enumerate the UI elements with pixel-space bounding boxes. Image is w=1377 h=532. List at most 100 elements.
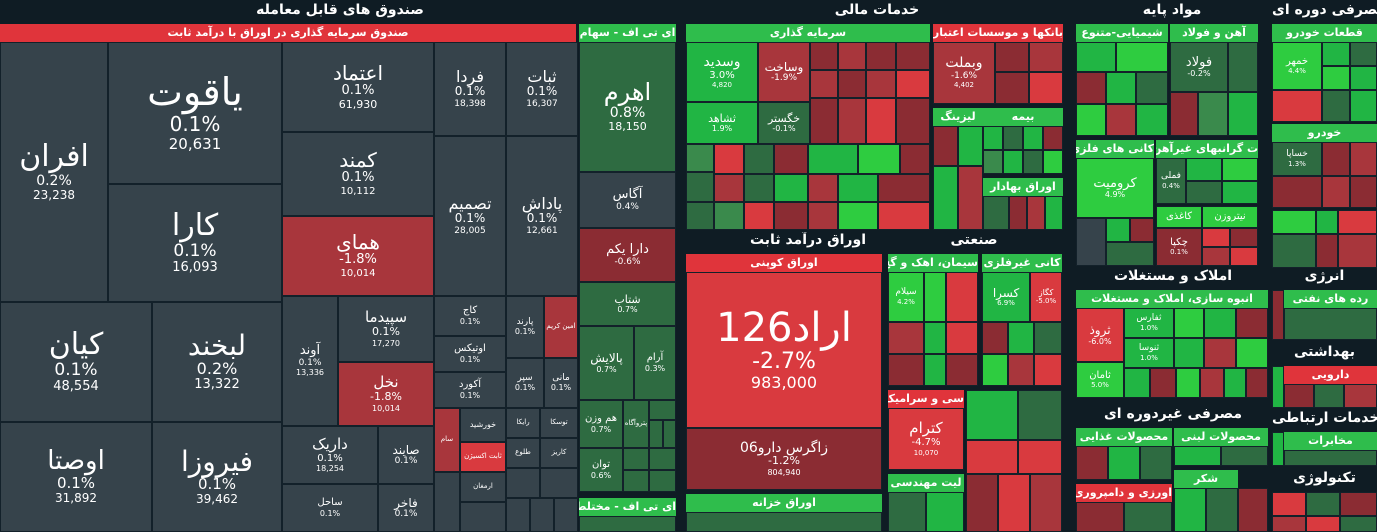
group-header-nonmetal[interactable]: کانی غیرفلزی [982, 254, 1062, 272]
tile-labkhand[interactable]: لبخند 0.2% 13,322 [152, 302, 282, 422]
tile-palayesh[interactable]: پالایش 0.7% [579, 326, 634, 400]
tile-sabet-ekserzan[interactable]: ثابت اکسیژن [460, 442, 506, 472]
group-header-coupon[interactable]: اوراق کوپنی [686, 254, 882, 272]
tile-kian[interactable]: کیان 0.1% 48,554 [0, 302, 152, 422]
group-header-securities[interactable]: اوراق بهادار [983, 178, 1063, 196]
tile-sylam[interactable]: سیلام 4.2% [888, 272, 924, 322]
group-header-metal-minerals[interactable]: کانی های فلزی [1076, 140, 1154, 158]
tile-tasmim[interactable]: تصمیم 0.1% 28,005 [434, 136, 506, 296]
group-header-communications[interactable]: مخابرات [1284, 432, 1377, 450]
tile-nakhl[interactable]: نخل -1.8% 10,014 [338, 362, 434, 426]
group-header-housing[interactable]: انبوه سازی، املاک و مستغلات [1076, 290, 1268, 308]
tile-raika[interactable]: رایکا [506, 408, 540, 438]
group-header-petroleum[interactable]: رده های نفتی [1284, 290, 1377, 308]
tile-khorshid[interactable]: خورشید [460, 408, 506, 442]
group-header-cement[interactable]: سیمان، اهک و گچ [888, 254, 978, 272]
tile-armaghan[interactable]: ارمغان [460, 472, 506, 502]
tile-erad126[interactable]: اراد126 -2.7% 983,000 [686, 272, 882, 428]
tile-sahel[interactable]: ساحل 0.1% [282, 484, 378, 532]
tile-saiend[interactable]: صایند 0.1% [378, 426, 434, 484]
tile-vbemellat[interactable]: وبملت -1.6% 4,402 [933, 42, 995, 104]
tile-dara-yekom[interactable]: دارا یکم -0.6% [579, 228, 676, 282]
tile-kagz[interactable]: کگاز -5.0% [1030, 272, 1062, 322]
tile-zagros06[interactable]: زاگرس دارو06 -1.2% 804,940 [686, 428, 882, 490]
tile-koromite[interactable]: کرومیت 4.9% [1076, 158, 1154, 218]
tile-mani[interactable]: مانی 0.1% [544, 358, 578, 408]
group-header-carparts[interactable]: قطعات خودرو [1272, 24, 1377, 42]
group-header-etf-stock[interactable]: ای تی اف - سهام [579, 24, 676, 42]
tile-otinix[interactable]: اوتیکس 0.1% [434, 336, 506, 372]
tile-separ[interactable]: سپر 0.1% [506, 358, 544, 408]
tile-tavan[interactable]: توان 0.6% [579, 448, 623, 492]
tile-tousika[interactable]: توسکا [540, 408, 578, 438]
tile-name: فملی [1161, 171, 1181, 182]
group-header-pipes[interactable]: لیت مهندسی [888, 474, 964, 492]
group-header-automobile[interactable]: خودرو [1272, 124, 1377, 142]
tile-avand[interactable]: آوند 0.1% 13,336 [282, 296, 338, 426]
tile-parand[interactable]: پارند 0.1% [506, 296, 544, 358]
tile-aram[interactable]: آرام 0.3% [634, 326, 676, 400]
tile-daryek[interactable]: داریک 0.1% 18,254 [282, 426, 378, 484]
group-header-insurance[interactable]: بیمه [983, 108, 1063, 126]
group-header-etf-mixed[interactable]: ای تی اف - مختلط [579, 498, 676, 516]
tile-kontram[interactable]: کترام -4.7% 10,070 [888, 408, 964, 470]
tile-khamhor[interactable]: خمهر 4.4% [1272, 42, 1322, 90]
group-header-heavy-metals[interactable]: ت گرانبهای غیرآهن [1156, 140, 1258, 158]
mosaic-etf-stock-small-2 [623, 448, 649, 492]
tile-tshahad[interactable]: ثشاهد 1.9% [686, 102, 758, 144]
tile-sirooz[interactable]: ثروذ -6.0% [1076, 308, 1124, 362]
tile-foolad[interactable]: فولاد -0.2% [1170, 42, 1228, 92]
group-header-fixed-funds[interactable]: صندوق سرمایه گذاری در اوراق با درآمد ثاب… [0, 24, 576, 42]
tile-homay[interactable]: همای -1.8% 10,014 [282, 216, 434, 296]
tile-yaghut[interactable]: یاقوت 0.1% 20,631 [108, 42, 282, 184]
tile-karizan[interactable]: کاریز [540, 438, 578, 468]
group-header-dairy[interactable]: محصولات لبنی [1174, 428, 1268, 446]
tile-toloo[interactable]: طلوع [506, 438, 540, 468]
group-header-steel[interactable]: آهن و فولاد [1170, 24, 1258, 42]
tile-poyagaan[interactable]: پتروآگاه [623, 400, 649, 448]
tile-etemad[interactable]: اعتماد 0.1% 61,930 [282, 42, 434, 132]
tile-sabat[interactable]: ثبات 0.1% 16,307 [506, 42, 578, 136]
tile-khsapa[interactable]: خساپا 1.3% [1272, 142, 1322, 176]
tile-agas[interactable]: آگاس 0.4% [579, 172, 676, 228]
group-header-ceramics[interactable]: سی و سرامیک [888, 390, 964, 408]
group-header-banks[interactable]: بانکها و موسسات اعتباری [933, 24, 1063, 42]
tile-felmi[interactable]: فملی 0.4% [1156, 158, 1186, 204]
tile-sfars[interactable]: ثفارس 1.0% [1124, 308, 1174, 338]
tile-ham-vazn[interactable]: هم وزن 0.7% [579, 400, 623, 448]
tile-chakpa[interactable]: چکپا 0.1% [1156, 228, 1202, 266]
group-header-food[interactable]: محصولات غذایی [1076, 428, 1172, 446]
tile-kamand[interactable]: کمند 0.1% 10,112 [282, 132, 434, 216]
group-header-treasury[interactable]: اوراق خزانه [686, 494, 882, 512]
tile-firouza[interactable]: فیروزا 0.1% 39,462 [152, 422, 282, 532]
tile-name: ثشاهد [708, 111, 736, 125]
tile-afran[interactable]: افران 0.2% 23,238 [0, 42, 108, 302]
tile-ousta[interactable]: اوصتا 0.1% 31,892 [0, 422, 152, 532]
tile-kara[interactable]: کارا 0.1% 16,093 [108, 184, 282, 302]
tile-fakher[interactable]: فاخر 0.1% [378, 484, 434, 532]
tile-khgostar[interactable]: خگستر -0.1% [758, 102, 810, 144]
group-header-sugar[interactable]: شکر [1174, 470, 1238, 488]
tile-vasdid[interactable]: وسدید 3.0% 4,820 [686, 42, 758, 102]
tile-shetab[interactable]: شتاب 0.7% [579, 282, 676, 326]
tile-padash[interactable]: پاداش 0.1% 12,661 [506, 136, 578, 296]
group-header-chemical[interactable]: شیمیایی-متنوع [1076, 24, 1168, 42]
tile-farda[interactable]: فردا 0.1% 18,398 [434, 42, 506, 136]
tile-name: وبملت [945, 55, 983, 72]
tile-kaghazi[interactable]: کاغذی [1156, 206, 1202, 228]
tile-ahrom[interactable]: اهرم 0.8% 18,150 [579, 42, 676, 172]
group-header-investment[interactable]: سرمایه گذاری [686, 24, 930, 42]
tile-kastra[interactable]: کسرا 6.9% [982, 272, 1030, 322]
tile-sanoosa[interactable]: ثنوسا 1.0% [1124, 338, 1174, 368]
tile-saman[interactable]: ثامان 5.0% [1076, 362, 1124, 398]
tile-sepidma[interactable]: سپیدما 0.1% 17,270 [338, 296, 434, 362]
group-header-pharma[interactable]: دارویی [1284, 366, 1377, 384]
tile-nirouzan[interactable]: نیتروزن [1202, 206, 1258, 228]
tile-akord[interactable]: آکورد 0.1% [434, 372, 506, 408]
tile-kaj[interactable]: کاج 0.1% [434, 296, 506, 336]
tile-vsakht[interactable]: وساخت -1.9% [758, 42, 810, 102]
group-header-leasing[interactable]: لیزینگ [933, 108, 983, 126]
group-header-agriculture[interactable]: اورزی و دامپروری [1076, 484, 1172, 502]
tile-amin-karim[interactable]: امین کریم [544, 296, 578, 358]
tile-sam[interactable]: سام [434, 408, 460, 472]
